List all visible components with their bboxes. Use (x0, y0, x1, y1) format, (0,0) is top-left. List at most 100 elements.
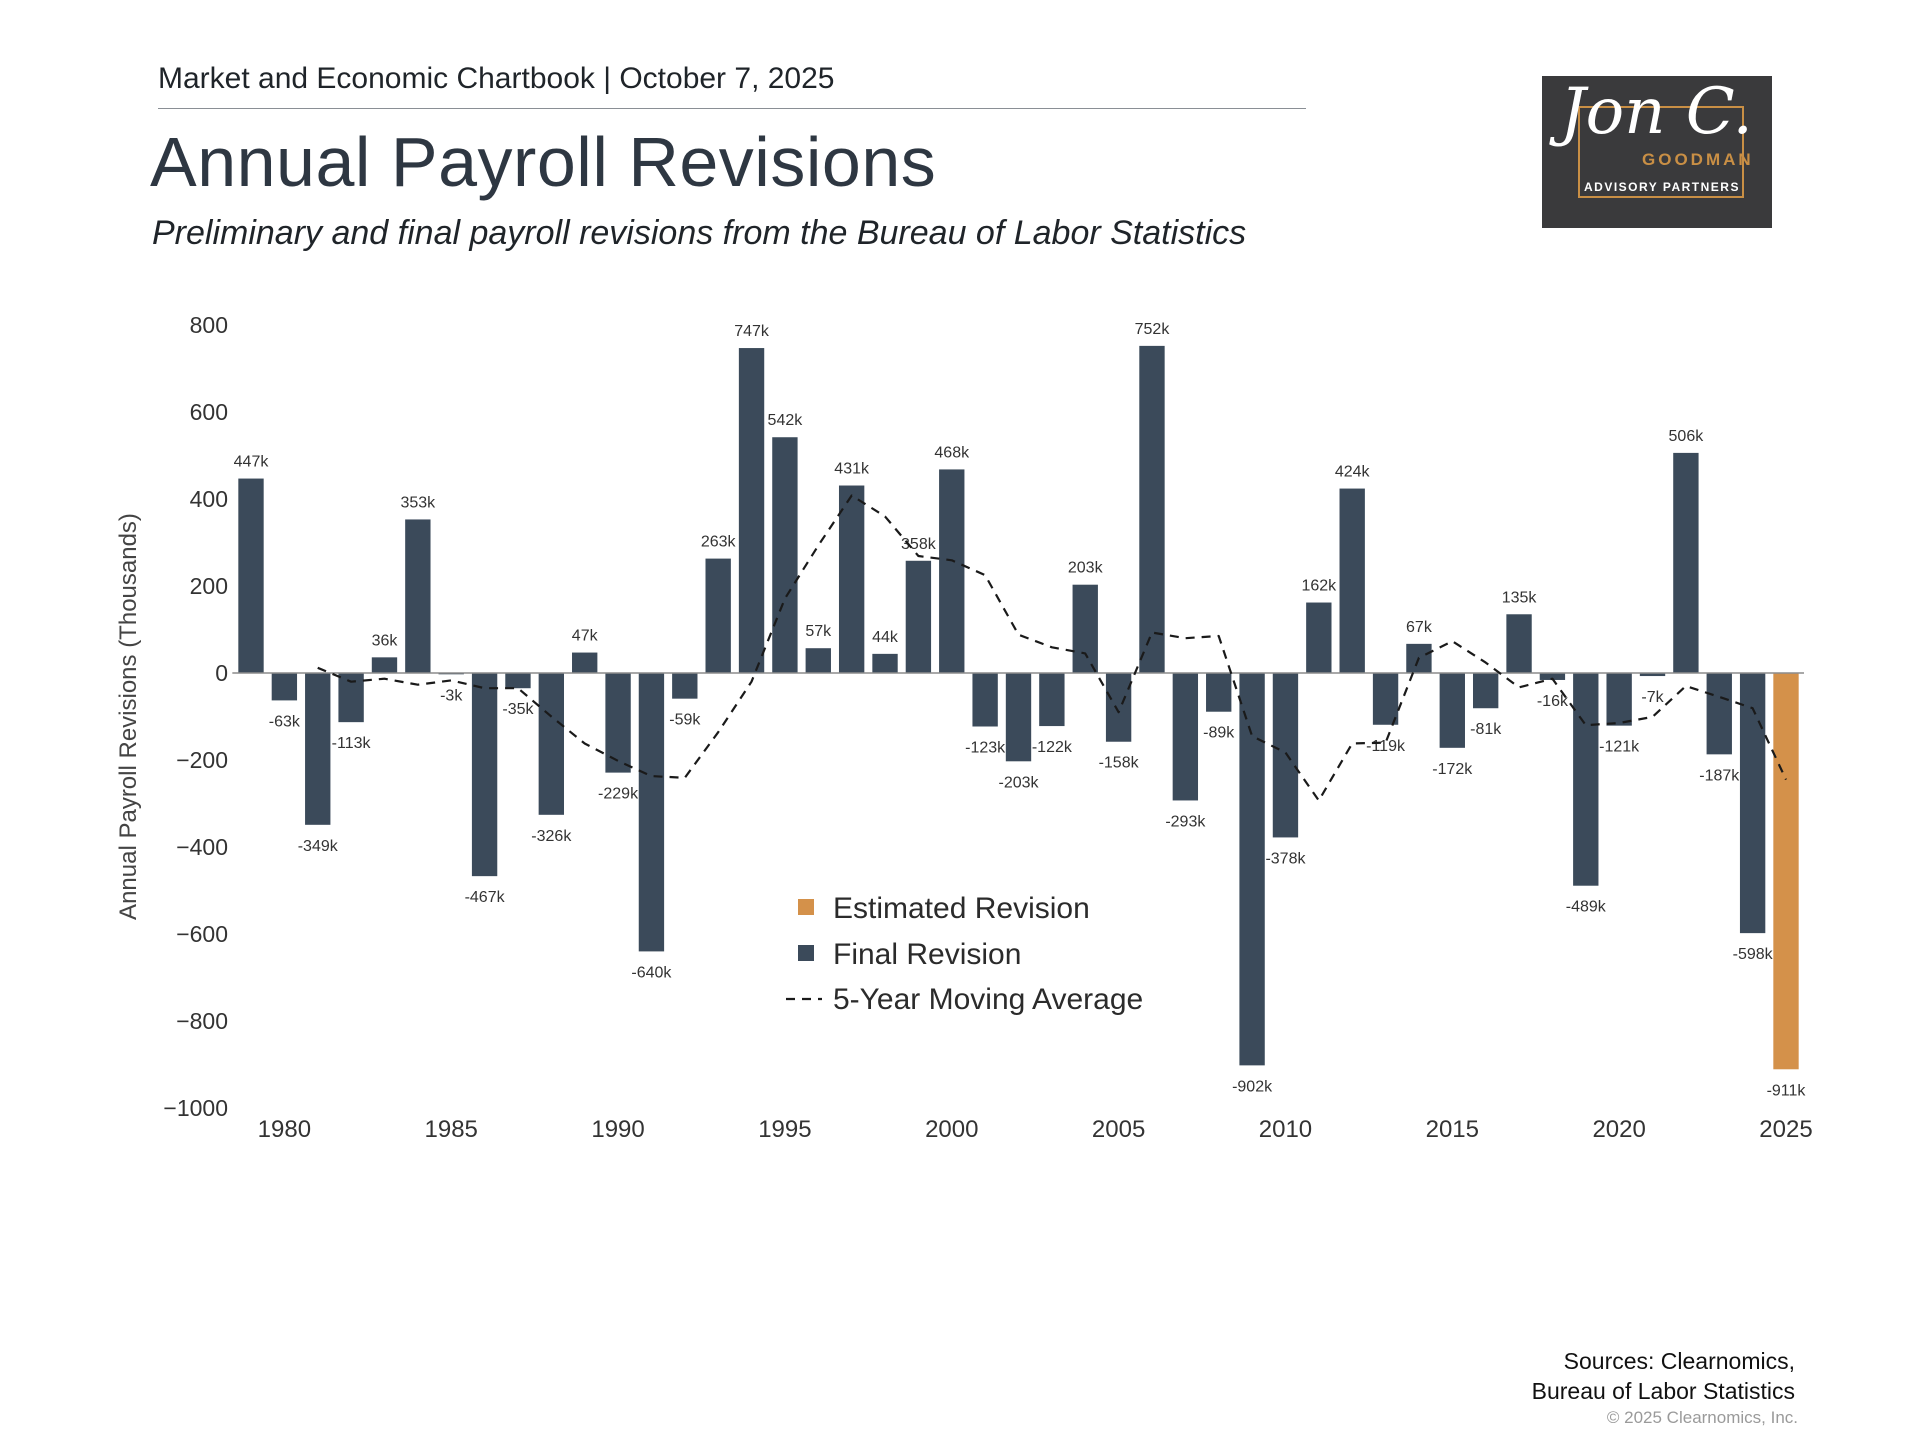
logo-frame (1578, 106, 1744, 198)
bar-data-label: -172k (1432, 761, 1473, 778)
x-tick-label: 2020 (1592, 1116, 1645, 1143)
bar-final (1339, 488, 1365, 673)
bar-final (1606, 673, 1632, 726)
bar-data-label: 36k (372, 632, 399, 649)
bar-final (1573, 673, 1599, 886)
bar-final (1272, 673, 1299, 838)
bar-data-label: 47k (572, 628, 599, 645)
page-title: Annual Payroll Revisions (150, 123, 937, 201)
bar-data-label: -121k (1599, 739, 1640, 756)
sources-line-1: Sources: Clearnomics, (1563, 1348, 1795, 1374)
bar-data-label: -489k (1566, 899, 1607, 916)
y-tick-label: 600 (190, 399, 228, 425)
bar-final (805, 648, 831, 673)
bar-data-label: 431k (834, 461, 870, 478)
bar-final (772, 437, 798, 673)
bar-final (1673, 452, 1699, 673)
moving-average-line (317, 494, 1787, 802)
bar-data-label: -35k (502, 701, 534, 718)
sources-line-2: Bureau of Labor Statistics (1531, 1378, 1795, 1404)
bar-final (872, 653, 898, 673)
x-tick-label: 2000 (925, 1116, 978, 1143)
bar-final (1472, 673, 1499, 709)
bar-final (972, 673, 998, 727)
y-tick-label: 0 (215, 660, 228, 686)
bar-data-label: 752k (1135, 321, 1171, 338)
y-tick-label: −600 (176, 921, 228, 947)
bar-data-label: 67k (1406, 619, 1433, 636)
bar-data-label: -911k (1767, 1082, 1807, 1099)
bar-final (1539, 673, 1566, 680)
bar-final (1506, 614, 1532, 673)
bar-final (338, 673, 364, 723)
bar-data-label: 162k (1301, 578, 1337, 595)
logo-signature: Jon C. (1560, 75, 1753, 149)
bar-final (1172, 673, 1199, 801)
bar-final (305, 673, 331, 825)
bar-data-label: -7k (1641, 689, 1664, 706)
chartbook-header: Market and Economic Chartbook | October … (158, 62, 835, 95)
x-tick-label: 2015 (1426, 1116, 1479, 1143)
x-tick-label: 1985 (425, 1116, 478, 1143)
bar-data-label: 135k (1502, 589, 1538, 606)
x-tick-label: 1995 (758, 1116, 811, 1143)
bar-final (1206, 673, 1232, 712)
bar-final (705, 558, 731, 673)
bar-final (1072, 584, 1098, 673)
bar-final (1706, 673, 1732, 755)
bar-data-label: 203k (1068, 560, 1104, 577)
bar-final (1306, 602, 1332, 673)
bar-data-label: -59k (669, 712, 701, 729)
bar-data-label: -598k (1733, 946, 1774, 963)
y-axis-title: Annual Payroll Revisions (Thousands) (115, 513, 142, 920)
bar-final (838, 485, 865, 673)
bar-data-label: -640k (631, 964, 672, 981)
bar-data-label: -902k (1232, 1078, 1273, 1095)
bar-final (538, 673, 565, 815)
bar-data-label: -293k (1165, 813, 1206, 830)
bar-final (1005, 673, 1032, 762)
bar-data-label: 468k (934, 444, 970, 461)
bar-final (405, 519, 431, 673)
bar-final (905, 560, 932, 673)
bar-data-label: -123k (965, 740, 1006, 757)
bar-final (471, 673, 498, 877)
bar-data-label: -349k (298, 838, 339, 855)
bar-final (638, 673, 665, 952)
bar-data-label: 424k (1335, 464, 1371, 481)
header-divider (158, 108, 1306, 109)
bar-data-label: -81k (1470, 721, 1502, 738)
bar-data-label: -203k (998, 774, 1039, 791)
y-tick-label: −200 (176, 747, 228, 773)
bar-final (271, 673, 298, 701)
bar-final (1372, 673, 1399, 725)
page-subtitle: Preliminary and final payroll revisions … (152, 214, 1247, 252)
legend-swatch-estimated (798, 899, 814, 915)
y-tick-label: −800 (176, 1008, 228, 1034)
legend-swatch-final (798, 945, 814, 961)
bar-data-label: 263k (701, 534, 737, 551)
x-tick-label: 1980 (258, 1116, 311, 1143)
bar-final (1439, 673, 1465, 748)
bar-data-label: 747k (734, 323, 770, 340)
bar-data-label: 542k (768, 412, 804, 429)
bar-data-label: -187k (1699, 767, 1740, 784)
bar-final (1139, 345, 1165, 673)
bar-data-label: 44k (872, 629, 899, 646)
logo-tagline: ADVISORY PARTNERS (1584, 180, 1740, 194)
bar-final (371, 657, 398, 673)
bar-data-label: -229k (598, 786, 639, 803)
x-tick-label: 2005 (1092, 1116, 1145, 1143)
bar-data-label: 353k (400, 494, 436, 511)
x-tick-label: 2010 (1259, 1116, 1312, 1143)
logo-brand: GOODMAN (1642, 150, 1754, 169)
bar-data-label: -378k (1265, 850, 1306, 867)
bar-final (505, 673, 531, 689)
bar-data-label: -326k (531, 828, 572, 845)
bar-final (738, 348, 765, 673)
bar-final (238, 478, 264, 673)
bar-final (939, 469, 965, 673)
bar-final (672, 673, 698, 699)
goodman-logo: Jon C. GOODMAN ADVISORY PARTNERS (1542, 76, 1772, 228)
bar-final (572, 652, 598, 673)
